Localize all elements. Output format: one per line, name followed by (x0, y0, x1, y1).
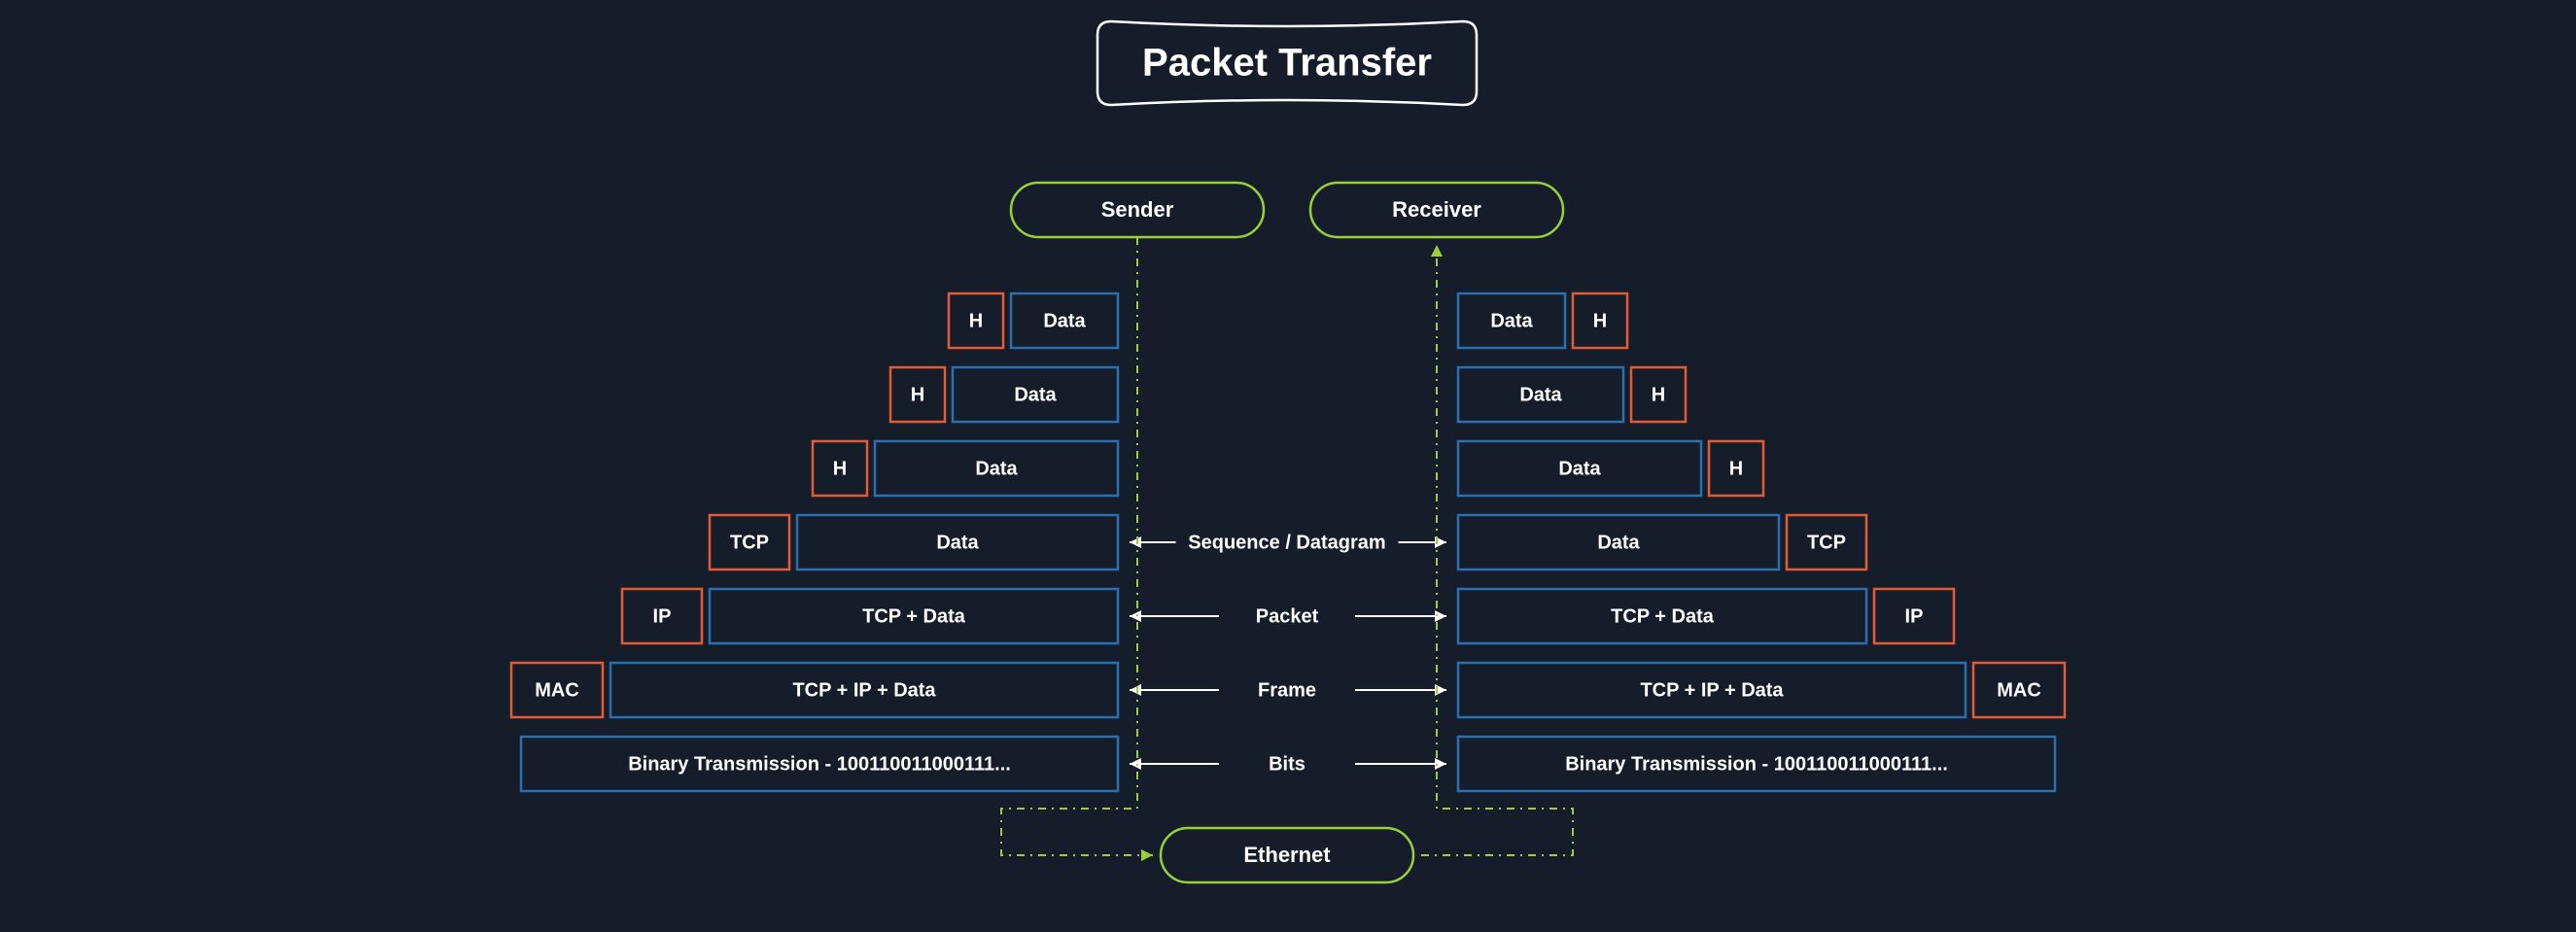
sender-body-6-label: Binary Transmission - 100110011000111... (628, 753, 1011, 775)
receiver-header-3-label: TCP (1807, 532, 1846, 553)
sender-body-1-label: Data (1014, 384, 1057, 405)
sender-body-3-label: Data (936, 532, 979, 553)
receiver-body-5-label: TCP + IP + Data (1640, 679, 1784, 701)
receiver-body-2-label: Data (1558, 458, 1601, 479)
sender-body-0-label: Data (1043, 310, 1086, 331)
sender-body-4-label: TCP + Data (862, 605, 966, 627)
receiver-header-0-label: H (1593, 310, 1607, 331)
sender-header-3-label: TCP (730, 532, 769, 553)
sender-body-2-label: Data (975, 458, 1018, 479)
sender-body-5-label: TCP + IP + Data (792, 679, 936, 701)
sender-header-0-label: H (969, 310, 983, 331)
receiver-body-6-label: Binary Transmission - 100110011000111... (1565, 753, 1948, 775)
receiver-header-5-label: MAC (1997, 679, 2041, 701)
receiver-body-0-label: Data (1490, 310, 1533, 331)
title-text: Packet Transfer (1142, 42, 1432, 85)
receiver-body-1-label: Data (1519, 384, 1562, 405)
mid-label-frame: Frame (1258, 679, 1316, 701)
receiver-body-4-label: TCP + Data (1611, 605, 1715, 627)
sender-header-5-label: MAC (535, 679, 579, 701)
receiver-header-4-label: IP (1905, 605, 1924, 627)
sender-header-4-label: IP (653, 605, 672, 627)
mid-label-packet: Packet (1256, 605, 1319, 627)
receiver-pill-label: Receiver (1392, 197, 1481, 222)
sender-pill-label: Sender (1101, 197, 1174, 222)
sender-header-1-label: H (911, 384, 924, 405)
receiver-header-1-label: H (1652, 384, 1665, 405)
mid-label-bits: Bits (1269, 753, 1305, 775)
receiver-header-2-label: H (1729, 458, 1743, 479)
receiver-body-3-label: Data (1597, 532, 1640, 553)
packet-transfer-diagram: Packet Transfer Sender Receiver Ethernet H Da… (0, 0, 2576, 932)
mid-label-seq: Sequence / Datagram (1188, 532, 1385, 553)
sender-header-2-label: H (833, 458, 847, 479)
ethernet-pill-label: Ethernet (1243, 843, 1331, 867)
